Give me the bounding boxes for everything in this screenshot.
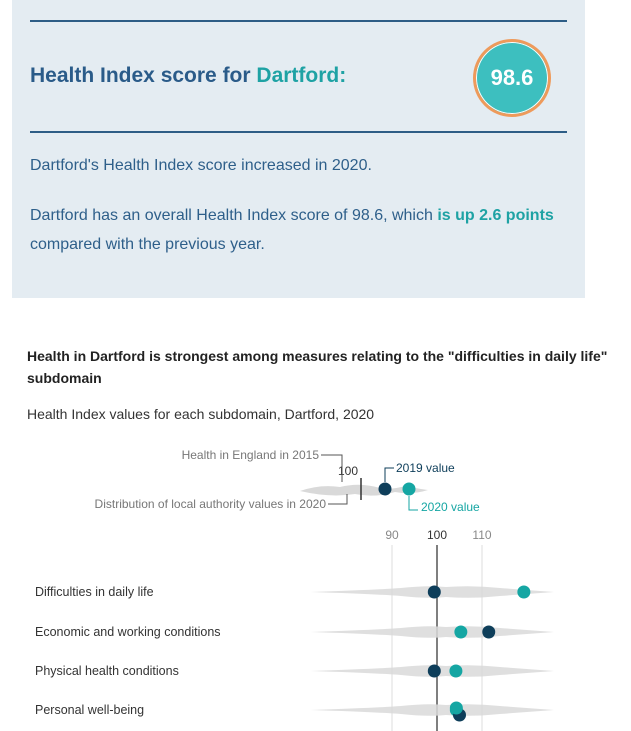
- point-2020: [449, 664, 463, 678]
- point-2020: [517, 585, 531, 599]
- distribution-shape: [311, 626, 554, 638]
- bottom-divider: [30, 131, 567, 133]
- summary-title: Health Index score for Dartford:: [30, 64, 346, 88]
- legend-baseline-value: 100: [338, 464, 358, 478]
- summary-card: Health Index score for Dartford: 98.6 Da…: [12, 0, 585, 298]
- detail-text-end: compared with the previous year.: [30, 236, 265, 253]
- legend-2020-label: 2020 value: [421, 500, 480, 514]
- legend-england-label: Health in England in 2015: [182, 448, 320, 462]
- score-badge: 98.6: [473, 39, 551, 117]
- point-2020: [454, 625, 468, 639]
- summary-title-place: Dartford:: [256, 64, 347, 87]
- distributions: [311, 586, 554, 716]
- x-tick-label: 90: [385, 528, 399, 542]
- point-2020-overlay: [449, 701, 463, 715]
- legend-distribution-label: Distribution of local authority values i…: [95, 497, 327, 511]
- x-tick-label: 110: [472, 528, 491, 542]
- legend-2020-dot: [402, 482, 416, 496]
- distribution-shape: [311, 704, 554, 716]
- detail-highlight: is up 2.6 points: [437, 207, 554, 224]
- detail-paragraph: Dartford has an overall Health Index sco…: [30, 201, 565, 259]
- row-label: Personal well-being: [35, 703, 144, 717]
- point-2019: [482, 625, 496, 639]
- legend-distribution-connector: [328, 494, 348, 505]
- data-points: [427, 585, 531, 722]
- row-label: Physical health conditions: [35, 664, 179, 678]
- row-labels: Difficulties in daily life Economic and w…: [35, 585, 221, 717]
- summary-title-prefix: Health Index score for: [30, 64, 257, 87]
- legend-england-connector: [321, 454, 343, 482]
- row-label: Economic and working conditions: [35, 625, 221, 639]
- x-axis: 90 100 110: [385, 528, 492, 731]
- change-sentence: Dartford's Health Index score increased …: [30, 157, 372, 174]
- detail-text: Dartford has an overall Health Index sco…: [30, 207, 438, 224]
- x-tick-label: 100: [427, 528, 447, 542]
- figure-subtitle: Health Index values for each subdomain, …: [27, 406, 375, 422]
- legend-2019-label: 2019 value: [396, 461, 455, 475]
- legend-2019-connector: [384, 467, 394, 482]
- point-2019: [427, 585, 441, 599]
- row-label: Difficulties in daily life: [35, 585, 154, 599]
- legend-2020-connector: [408, 496, 418, 511]
- figure-heading: Health in Dartford is strongest among me…: [27, 348, 608, 386]
- legend: 100 Health in England in 2015 Distributi…: [95, 448, 481, 514]
- legend-distribution: [300, 484, 428, 496]
- legend-2019-dot: [378, 482, 392, 496]
- point-2019: [427, 664, 441, 678]
- top-divider: [30, 20, 567, 22]
